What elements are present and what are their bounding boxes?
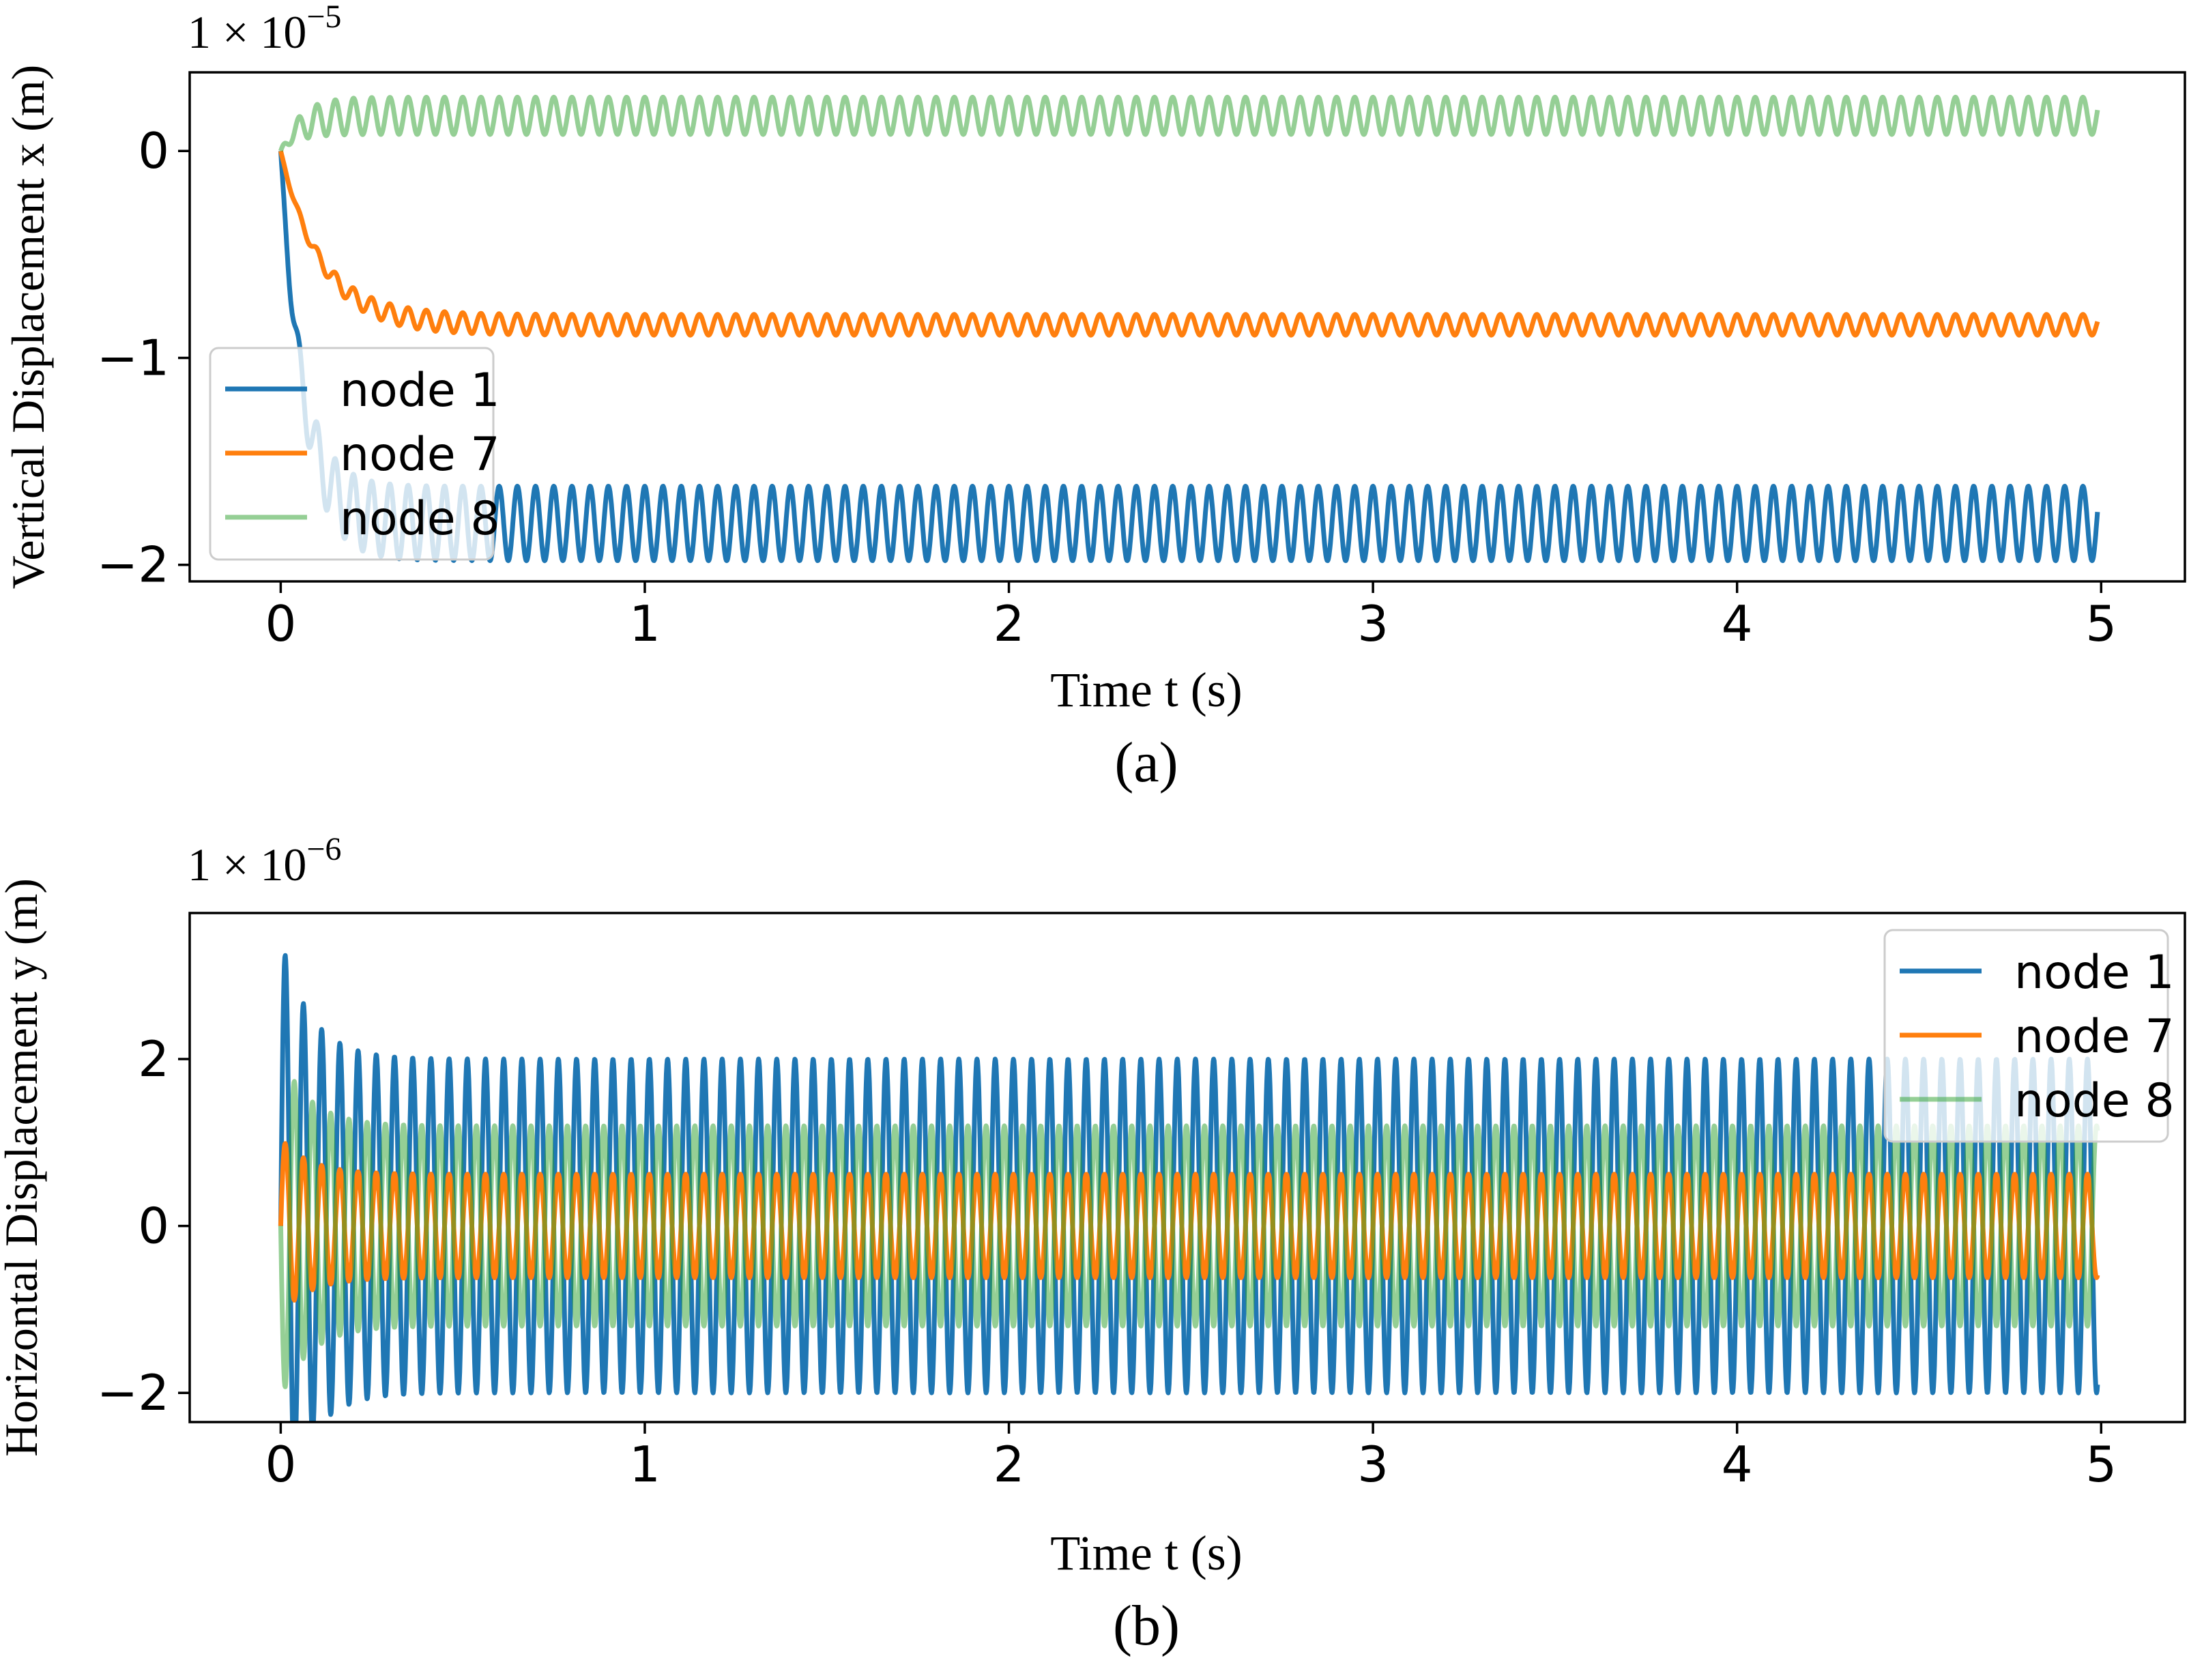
axes-frame bbox=[188, 912, 2186, 1423]
y-tick-label: 0 bbox=[138, 1198, 169, 1255]
x-tick-label: 0 bbox=[265, 1436, 296, 1493]
legend: node 1 node 7 node 8 bbox=[209, 347, 500, 561]
legend-label: node 1 bbox=[340, 364, 500, 418]
legend-frame bbox=[1883, 929, 2169, 1143]
x-tick-label: 0 bbox=[265, 595, 296, 652]
legend-label: node 8 bbox=[2014, 1074, 2175, 1128]
y-tick-label: −2 bbox=[97, 536, 169, 594]
axes-frame bbox=[188, 71, 2186, 583]
series-line-node-7 bbox=[278, 150, 2100, 338]
series-line-node-7 bbox=[278, 1141, 2100, 1303]
legend: node 1 node 7 node 8 bbox=[1883, 929, 2175, 1143]
x-tick-label: 5 bbox=[2085, 595, 2117, 652]
panel-b: 0 1 2 3 4 5 2 0 −2 1 × 10−6 Time t (s) Horizontal D… bbox=[0, 831, 2186, 1657]
x-tick-label: 4 bbox=[1722, 1436, 1753, 1493]
y-tick-label: −2 bbox=[97, 1364, 169, 1421]
y-tick-label: 0 bbox=[138, 122, 169, 179]
y-scale-label: 1 × 10−6 bbox=[188, 831, 341, 890]
legend-label: node 8 bbox=[340, 492, 500, 546]
series-line-node-1 bbox=[278, 150, 2100, 564]
panel-a: 0 1 2 3 4 5 0 −1 −2 1 × 10−5 Time t (s) Vertical Di… bbox=[2, 0, 2186, 794]
y-scale-label: 1 × 10−5 bbox=[188, 0, 341, 58]
x-tick-label: 2 bbox=[994, 595, 1025, 652]
y-tick-label: 2 bbox=[138, 1030, 169, 1088]
x-axis-label: Time t (s) bbox=[1050, 663, 1242, 717]
y-axis-label: Vertical Displacement x (m) bbox=[2, 65, 54, 590]
panel-label: (b) bbox=[1113, 1594, 1180, 1657]
x-axis-label: Time t (s) bbox=[1050, 1526, 1242, 1580]
series-line-node-8 bbox=[278, 1079, 2100, 1389]
x-tick-label: 2 bbox=[994, 1436, 1025, 1493]
plot-lines bbox=[278, 94, 2100, 564]
legend-label: node 1 bbox=[2014, 946, 2175, 1000]
x-tick-label: 5 bbox=[2085, 1436, 2117, 1493]
y-axis-label: Horizontal Displacement y (m) bbox=[0, 878, 47, 1457]
series-line-node-1 bbox=[278, 953, 2100, 1422]
legend-frame bbox=[209, 347, 495, 561]
panel-label: (a) bbox=[1114, 731, 1178, 794]
legend-label: node 7 bbox=[2014, 1010, 2175, 1064]
series-line-node-8 bbox=[278, 94, 2100, 152]
x-tick-label: 3 bbox=[1357, 1436, 1389, 1493]
x-tick-label: 1 bbox=[629, 1436, 661, 1493]
y-tick-label: −1 bbox=[97, 329, 169, 386]
x-tick-label: 4 bbox=[1722, 595, 1753, 652]
x-tick-label: 3 bbox=[1357, 595, 1389, 652]
x-tick-label: 1 bbox=[629, 595, 661, 652]
legend-label: node 7 bbox=[340, 428, 500, 482]
plot-lines bbox=[278, 953, 2100, 1422]
